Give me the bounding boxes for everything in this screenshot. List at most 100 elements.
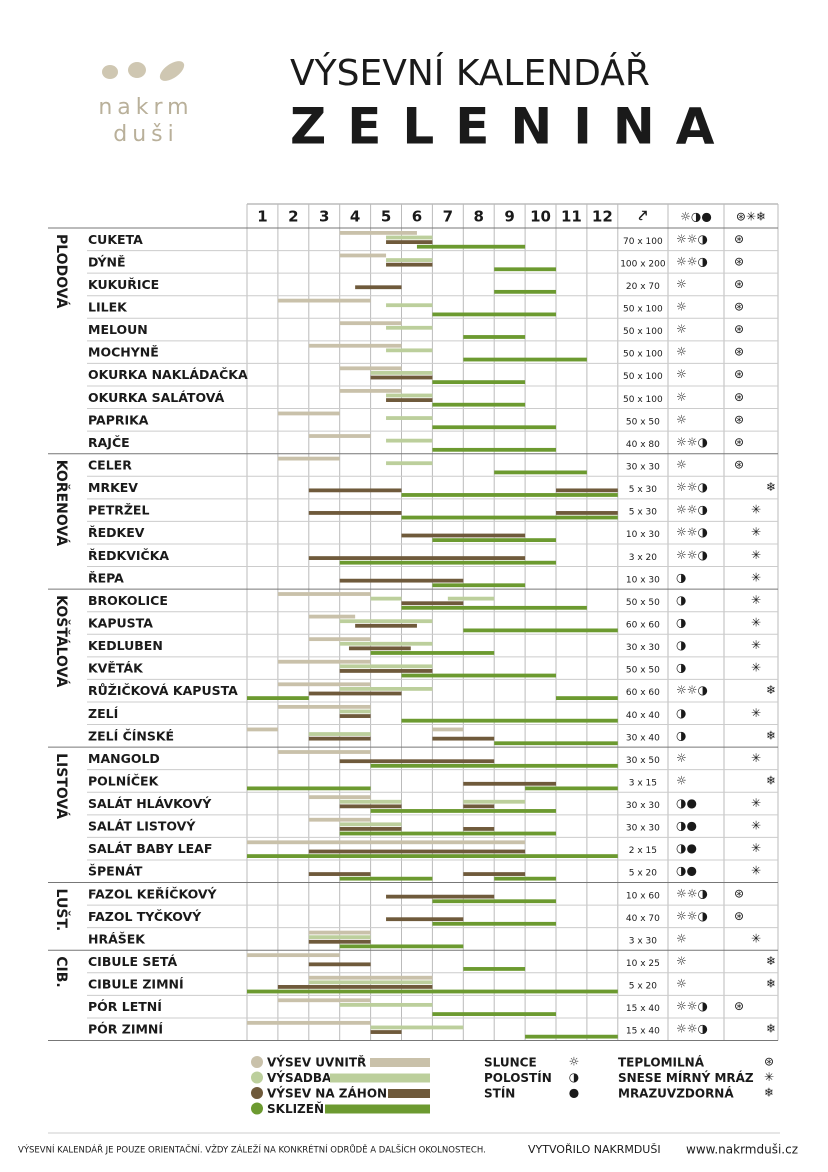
calendar-bar: [401, 601, 464, 606]
calendar-bar: [308, 736, 371, 741]
row-name: MRKEV: [88, 480, 138, 495]
calendar-bar: [432, 425, 556, 430]
calendar-bar: [370, 1030, 402, 1034]
legend-swatch: [388, 1089, 430, 1098]
row-spacing: 50 x 100: [623, 372, 663, 382]
row-frost: ❄: [766, 683, 776, 697]
calendar-bar: [339, 388, 402, 393]
row-name: POLNÍČEK: [88, 773, 160, 788]
calendar-bar: [556, 488, 618, 493]
calendar-bar: [447, 596, 495, 601]
row-frost: ✳: [751, 615, 761, 629]
row-spacing: 40 x 70: [626, 914, 660, 924]
row-spacing: 50 x 50: [626, 417, 660, 427]
row-sun: ☼: [676, 751, 687, 765]
row-name: ŘEDKVIČKA: [88, 548, 169, 563]
row-sun: ☼☼◑: [676, 909, 709, 923]
row-spacing: 5 x 30: [629, 508, 658, 518]
calendar-bar: [308, 795, 371, 800]
row-sun: ☼☼◑: [676, 232, 709, 246]
calendar-bar: [247, 840, 526, 845]
calendar-bar: [339, 804, 402, 809]
row-frost: ⊛: [734, 886, 744, 900]
calendar-bar: [355, 285, 402, 290]
calendar-bar: [308, 930, 371, 935]
calendar-bar: [308, 939, 371, 944]
calendar-bar: [386, 393, 433, 398]
legend-icon: [251, 1056, 263, 1068]
row-spacing: 5 x 20: [629, 869, 658, 879]
calendar-bar: [432, 1012, 556, 1016]
row-name: MELOUN: [88, 322, 148, 337]
calendar-bar: [339, 231, 417, 235]
calendar-bar: [247, 1020, 371, 1025]
row-frost: ⊛: [734, 457, 744, 471]
row-frost: ✳: [751, 548, 761, 562]
calendar-bar: [463, 357, 587, 362]
row-frost: ⊛: [734, 367, 744, 381]
row-frost: ✳: [751, 706, 761, 720]
row-spacing: 50 x 100: [623, 304, 663, 314]
row-frost: ⊛: [734, 909, 744, 923]
group-label: KOŘENOVÁ: [53, 460, 70, 547]
month-label: 7: [443, 208, 453, 226]
calendar-bar: [401, 673, 556, 678]
row-name: FAZOL TYČKOVÝ: [88, 909, 202, 924]
legend-symbol: ⊛: [764, 1055, 774, 1069]
row-frost: ⊛: [734, 254, 744, 268]
row-sun: ◑: [676, 593, 687, 607]
calendar-bar: [277, 456, 340, 461]
row-frost: ✳: [751, 864, 761, 878]
frost-header: ⊛✳❄: [736, 210, 766, 224]
row-spacing: 30 x 30: [626, 462, 660, 472]
row-sun: ◑: [676, 570, 687, 584]
row-frost: ❄: [766, 773, 776, 787]
calendar-bar: [308, 488, 402, 493]
row-sun: ☼☼◑: [676, 548, 709, 562]
calendar-bar: [355, 623, 417, 628]
calendar-bar: [401, 533, 526, 538]
calendar-bar: [432, 447, 556, 452]
month-label: 5: [381, 208, 391, 226]
logo-blob: [128, 62, 146, 78]
row-name: LILEK: [88, 299, 128, 314]
row-name: RAJČE: [88, 435, 130, 450]
row-spacing: 15 x 40: [626, 1004, 660, 1014]
row-sun: ◑: [676, 661, 687, 675]
row-sun: ☼: [676, 412, 687, 426]
calendar-bar: [494, 289, 556, 294]
legend-icon: [251, 1102, 263, 1115]
month-label: 9: [504, 208, 514, 226]
calendar-bar: [339, 799, 402, 804]
group-label: LISTOVÁ: [53, 753, 70, 819]
row-frost: ❄: [766, 954, 776, 968]
calendar-bar: [463, 872, 526, 876]
calendar-bar: [277, 985, 433, 989]
subtitle: ZELENINA: [290, 98, 735, 156]
calendar-bar: [463, 827, 495, 831]
calendar-bar: [348, 646, 411, 651]
calendar-bar: [247, 696, 309, 700]
footer-url: www.nakrmduši.cz: [686, 1143, 798, 1157]
row-spacing: 70 x 100: [623, 237, 663, 247]
row-name: CELER: [88, 457, 132, 472]
calendar-bar: [401, 493, 618, 497]
row-name: KVĚTÁK: [88, 661, 144, 676]
calendar-bar: [463, 967, 526, 971]
row-sun: ☼: [676, 954, 687, 968]
calendar-bar: [386, 235, 433, 240]
row-frost: ⊛: [734, 345, 744, 359]
row-spacing: 50 x 100: [623, 395, 663, 405]
row-frost: ✳: [751, 638, 761, 652]
calendar-bar: [432, 538, 556, 543]
row-frost: ✳: [751, 931, 761, 945]
calendar-bar: [247, 989, 618, 994]
calendar-bar: [277, 298, 371, 303]
calendar-bar: [308, 343, 402, 348]
legend-swatch: [370, 1058, 430, 1067]
calendar-bar: [386, 303, 433, 308]
row-name: KEDLUBEN: [88, 638, 163, 653]
row-frost: ⊛: [734, 299, 744, 313]
group-label: CIB.: [53, 956, 69, 987]
calendar-bar: [386, 416, 433, 420]
